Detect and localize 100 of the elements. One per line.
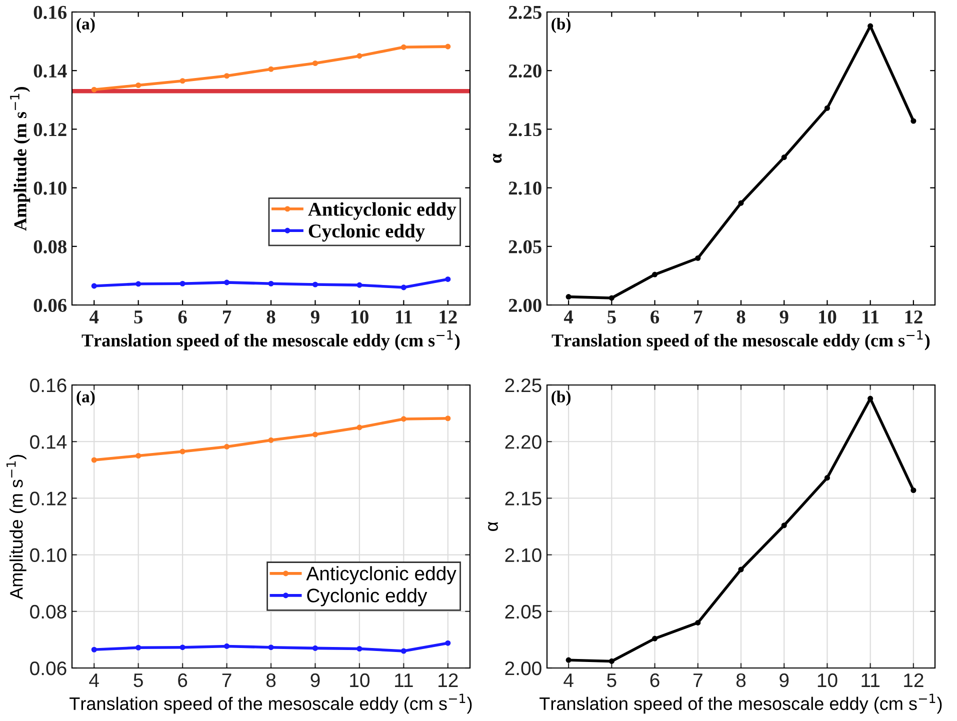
x-tick-label: 10 (819, 310, 836, 324)
legend-label: Anticyclonic eddy (308, 202, 456, 220)
y-tick-label: 0.10 (34, 182, 66, 195)
point (312, 282, 318, 288)
y-tick-label: 2.25 (505, 378, 542, 392)
y-tick-label: 0.14 (30, 435, 67, 449)
x-tick-label: 4 (89, 674, 99, 687)
point (356, 646, 362, 652)
y-tick-label: 2.10 (505, 548, 542, 562)
point (180, 280, 186, 286)
y-tick-label: 0.14 (34, 64, 67, 78)
point (180, 644, 186, 650)
x-tick-label: 11 (396, 310, 412, 324)
y-tick-label: 2.05 (505, 604, 542, 619)
point (224, 280, 230, 286)
y-tick-label: 2.20 (505, 435, 542, 449)
y-tick-label: 0.12 (34, 123, 66, 136)
point (268, 66, 274, 72)
point (136, 452, 142, 459)
x-tick-label: 10 (350, 673, 370, 688)
y-tick-label: 0.16 (30, 378, 66, 392)
point (910, 118, 916, 124)
x-tick-label: 6 (178, 673, 188, 688)
point (445, 416, 451, 422)
annotation: (a) (76, 18, 95, 33)
y-tick-label: 2.05 (508, 240, 542, 254)
point (824, 475, 830, 481)
point (781, 154, 787, 160)
point (356, 424, 362, 430)
point (268, 644, 274, 650)
point (445, 44, 451, 50)
y-tick-label: 0.12 (30, 492, 66, 506)
x-tick-label: 10 (818, 673, 838, 688)
x-tick-label: 12 (905, 310, 922, 324)
point (224, 73, 230, 79)
y-tick-label: 2.00 (508, 298, 542, 312)
y-axis-title: Amplitude (m s$^{−1}$) (10, 87, 30, 231)
x-axis-title: Translation speed of the mesoscale eddy (cm s$^{−1}$) (82, 330, 460, 350)
point (400, 416, 406, 422)
point (695, 255, 701, 261)
point (91, 283, 97, 289)
point (738, 566, 744, 572)
x-tick-label: 11 (862, 674, 880, 687)
point (312, 432, 318, 438)
x-tick-label: 4 (564, 674, 574, 687)
point (91, 457, 97, 463)
x-tick-label: 10 (351, 310, 368, 324)
point (910, 488, 916, 494)
y-tick-label: 2.20 (508, 64, 542, 78)
point (400, 648, 406, 654)
x-tick-label: 11 (395, 674, 413, 687)
y-tick-label: 0.16 (34, 6, 67, 20)
x-tick-label: 9 (310, 310, 320, 324)
point (652, 272, 658, 278)
x-tick-label: 9 (780, 673, 789, 688)
x-tick-label: 12 (440, 310, 457, 324)
y-axis-title: α (492, 154, 502, 163)
point (652, 636, 658, 642)
point (268, 280, 274, 286)
y-tick-label: 0.08 (30, 604, 66, 619)
x-tick-label: 12 (438, 673, 458, 687)
point (312, 645, 318, 651)
point (356, 282, 362, 288)
annotation: (a) (76, 390, 95, 406)
x-tick-label: 6 (650, 673, 660, 688)
y-tick-label: 2.15 (505, 492, 542, 506)
point (91, 86, 97, 92)
point (608, 658, 614, 664)
x-tick-label: 6 (178, 310, 187, 324)
x-tick-label: 7 (693, 674, 702, 687)
y-tick-label: 0.08 (34, 240, 66, 254)
point (608, 295, 614, 301)
x-axis-title: Translation speed of the mesoscale eddy (cm s$^{−1}$) (552, 330, 930, 350)
point (400, 44, 406, 50)
y-axis-title: α (488, 522, 498, 531)
y-axis-title: Amplitude (m s$^{−1}$) (6, 454, 26, 600)
x-tick-label: 7 (694, 310, 702, 324)
x-axis-title: Translation speed of the mesoscale eddy (cm s$^{−1}$) (540, 694, 942, 714)
annotation: (b) (552, 18, 571, 33)
x-tick-label: 8 (266, 673, 276, 688)
point (566, 657, 572, 663)
x-tick-label: 4 (564, 310, 574, 324)
x-tick-label: 5 (134, 310, 142, 324)
y-tick-label: 0.06 (30, 661, 66, 676)
point (180, 448, 186, 454)
point (268, 437, 274, 443)
x-tick-label: 7 (223, 310, 232, 324)
point (824, 105, 830, 111)
x-tick-label: 7 (222, 674, 232, 687)
point (738, 200, 744, 206)
y-tick-label: 0.06 (34, 298, 67, 312)
point (445, 276, 451, 282)
point (695, 620, 701, 626)
point (400, 284, 406, 290)
y-tick-label: 2.10 (508, 182, 542, 195)
x-tick-label: 8 (736, 673, 746, 688)
x-tick-label: 5 (134, 674, 143, 688)
point (91, 646, 97, 652)
point (136, 82, 142, 88)
point (781, 522, 787, 528)
